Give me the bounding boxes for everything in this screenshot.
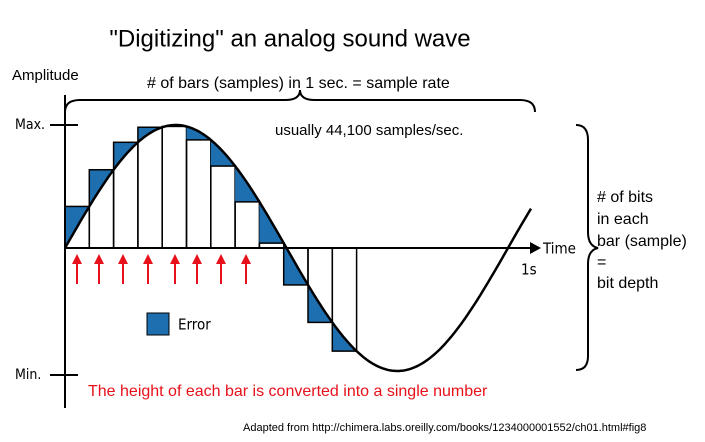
min-label: Min. bbox=[15, 367, 41, 383]
error-area bbox=[89, 169, 114, 207]
bit-depth-brace bbox=[575, 124, 599, 371]
error-area bbox=[332, 322, 357, 352]
sample-arrow-head bbox=[192, 254, 202, 264]
sample-bar bbox=[185, 139, 212, 249]
sample-bar bbox=[161, 125, 188, 249]
bit-depth-line: bar (sample) bbox=[597, 233, 687, 250]
sample-bar bbox=[137, 126, 163, 249]
x-axis-arrow bbox=[530, 242, 541, 254]
bit-depth-text: # of bits in each bar (sample) = bit dep… bbox=[597, 189, 687, 292]
x-axis-end: 1s bbox=[521, 261, 537, 279]
legend-label: Error bbox=[178, 316, 211, 334]
x-axis-label: Time bbox=[542, 240, 576, 258]
bit-depth-line: in each bbox=[597, 211, 649, 228]
sample-rate-brace bbox=[64, 89, 536, 113]
error-area bbox=[65, 206, 90, 248]
bit-depth-line: bit depth bbox=[597, 275, 658, 292]
bit-depth-line: = bbox=[597, 254, 606, 271]
title: "Digitizing" an analog sound wave bbox=[109, 25, 470, 52]
bit-depth-line: # of bits bbox=[597, 189, 653, 206]
sample-rate-note: usually 44,100 samples/sec. bbox=[275, 122, 463, 139]
source: Adapted from http://chimera.labs.oreilly… bbox=[243, 422, 646, 434]
sample-bar bbox=[234, 201, 261, 249]
sample-arrow-head bbox=[216, 254, 226, 264]
sample-rate-label: # of bars (samples) in 1 sec. = sample r… bbox=[147, 75, 450, 92]
error-area bbox=[308, 284, 333, 323]
sample-arrow-head bbox=[143, 254, 153, 264]
error-area bbox=[113, 142, 138, 170]
error-area bbox=[137, 127, 163, 143]
sample-arrow-head bbox=[241, 254, 251, 264]
legend-swatch bbox=[146, 312, 170, 336]
sound-wave bbox=[63, 123, 533, 373]
sample-arrow-head bbox=[170, 254, 180, 264]
sample-arrow-head bbox=[72, 254, 82, 264]
caption: The height of each bar is converted into… bbox=[88, 383, 488, 400]
error-area bbox=[283, 243, 308, 285]
sample-arrow-head bbox=[118, 254, 128, 264]
y-axis-label: Amplitude bbox=[12, 67, 79, 84]
sample-bar bbox=[210, 165, 236, 249]
max-label: Max. bbox=[15, 117, 45, 133]
sample-arrow-head bbox=[94, 254, 104, 264]
